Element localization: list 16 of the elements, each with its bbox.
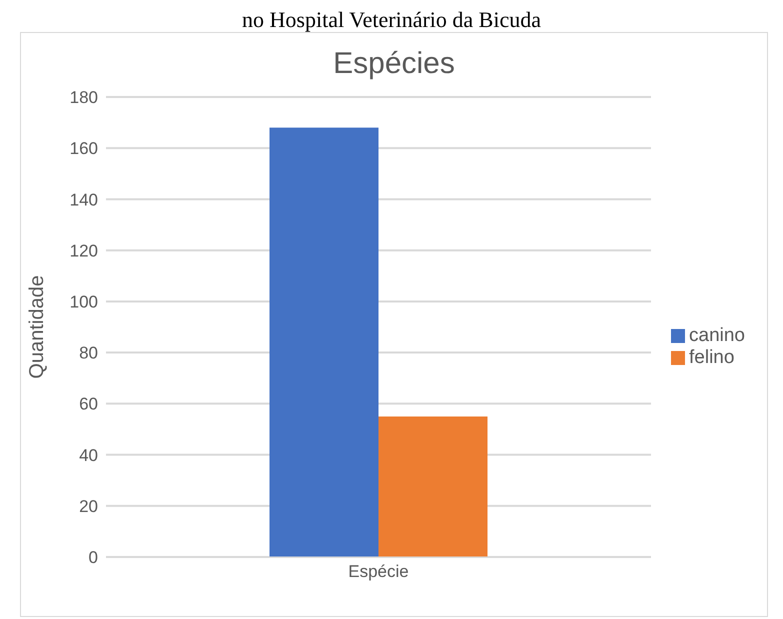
y-tick-label: 140	[70, 190, 98, 210]
chart-title: Espécies	[332, 47, 456, 82]
x-tick-label: Espécie	[348, 562, 409, 582]
y-axis-title: Quantidade	[26, 275, 48, 379]
y-tick-label: 160	[70, 139, 98, 158]
y-tick-label: 180	[70, 88, 98, 108]
y-tick-label: 0	[88, 548, 98, 568]
legend-label: canino	[689, 325, 745, 346]
y-tick-label: 60	[79, 394, 98, 414]
y-tick-label: 120	[70, 241, 98, 260]
y-tick-label: 80	[79, 344, 98, 363]
y-tick-label: 40	[79, 446, 98, 465]
text: no Hospital Veterinário da Bicuda	[241, 7, 542, 32]
y-tick-label: 20	[79, 496, 98, 516]
legend-label: felino	[689, 347, 734, 368]
y-tick-label: 100	[70, 292, 98, 312]
